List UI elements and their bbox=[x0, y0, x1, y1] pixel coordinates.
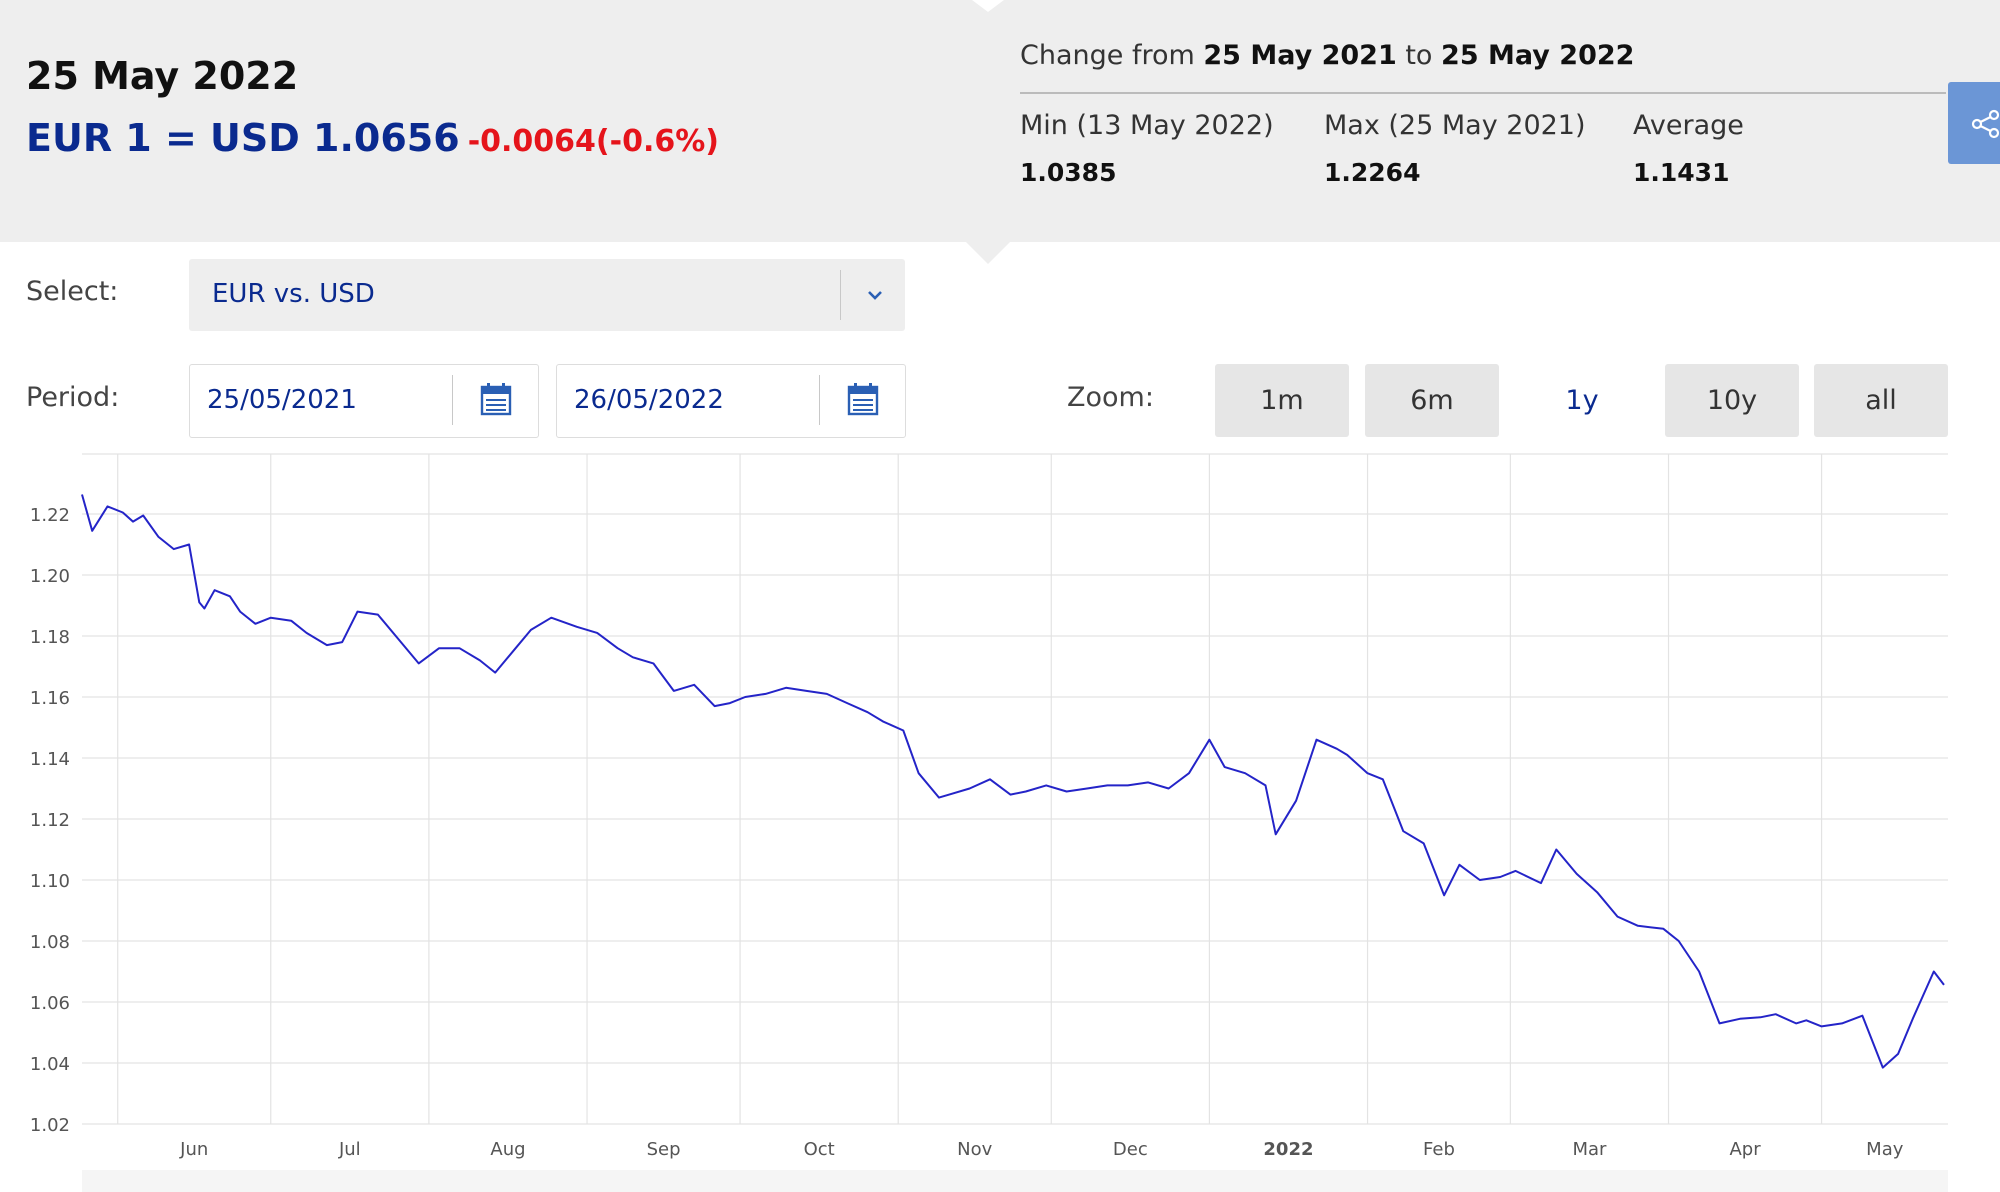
exchange-rate-chart: 1.22 1.20 1.18 1.16 1.14 1.12 1.10 1.08 1.06 1.04… bbox=[30, 453, 1948, 1160]
page-title: 25 May 2022 bbox=[26, 54, 299, 98]
change-prefix: Change from bbox=[1020, 40, 1204, 71]
date-from-value: 25/05/2021 bbox=[207, 385, 357, 415]
calendar-icon[interactable] bbox=[480, 382, 512, 416]
rate-change: -0.0064(-0.6%) bbox=[467, 124, 719, 159]
y-tick-label: 1.08 bbox=[30, 932, 70, 953]
zoom-1y-button[interactable]: 1y bbox=[1565, 385, 1599, 416]
share-button[interactable] bbox=[1948, 82, 2000, 164]
x-tick-label: Mar bbox=[1572, 1139, 1607, 1160]
average-label: Average bbox=[1633, 110, 1744, 141]
change-from-date: 25 May 2021 bbox=[1203, 40, 1397, 71]
date-from-divider bbox=[452, 375, 453, 425]
y-tick-label: 1.10 bbox=[30, 871, 70, 892]
change-to-date: 25 May 2022 bbox=[1441, 40, 1635, 71]
average-value: 1.1431 bbox=[1633, 158, 1730, 187]
x-tick-label: Oct bbox=[804, 1139, 835, 1160]
exchange-rate: EUR 1 = USD 1.0656 bbox=[26, 116, 460, 160]
x-tick-label: Jul bbox=[338, 1139, 361, 1160]
y-tick-label: 1.14 bbox=[30, 749, 70, 770]
x-tick-label: Sep bbox=[647, 1139, 681, 1160]
share-icon bbox=[1971, 109, 2000, 139]
x-tick-label: 2022 bbox=[1263, 1139, 1313, 1160]
y-tick-label: 1.22 bbox=[30, 505, 70, 526]
y-tick-label: 1.12 bbox=[30, 810, 70, 831]
calendar-icon[interactable] bbox=[847, 382, 879, 416]
zoom-all-button[interactable]: all bbox=[1814, 364, 1948, 437]
x-tick-label: Feb bbox=[1423, 1139, 1455, 1160]
zoom-label: Zoom: bbox=[1067, 382, 1154, 413]
x-tick-label: Apr bbox=[1729, 1139, 1761, 1160]
divider bbox=[1020, 92, 1946, 94]
header-notch-top bbox=[972, 0, 1004, 12]
date-to-value: 26/05/2022 bbox=[574, 385, 724, 415]
select-label: Select: bbox=[26, 276, 119, 307]
x-tick-label: May bbox=[1866, 1139, 1904, 1160]
series-line bbox=[81, 494, 1945, 1069]
change-to-word: to bbox=[1396, 40, 1442, 71]
max-label: Max (25 May 2021) bbox=[1324, 110, 1586, 141]
date-to-divider bbox=[819, 375, 820, 425]
y-tick-label: 1.06 bbox=[30, 993, 70, 1014]
x-tick-label: Aug bbox=[490, 1139, 525, 1160]
y-tick-label: 1.18 bbox=[30, 627, 70, 648]
zoom-6m-button[interactable]: 6m bbox=[1365, 364, 1499, 437]
zoom-10y-button[interactable]: 10y bbox=[1665, 364, 1799, 437]
y-tick-label: 1.16 bbox=[30, 688, 70, 709]
chevron-down-icon[interactable] bbox=[866, 281, 884, 311]
date-to-field[interactable]: 26/05/2022 bbox=[556, 364, 906, 438]
chart-navigator[interactable] bbox=[82, 1170, 1948, 1192]
x-tick-label: Jun bbox=[179, 1139, 208, 1160]
change-period: Change from 25 May 2021 to 25 May 2022 bbox=[1020, 40, 1634, 71]
y-tick-label: 1.04 bbox=[30, 1054, 70, 1075]
date-from-field[interactable]: 25/05/2021 bbox=[189, 364, 539, 438]
currency-select[interactable]: EUR vs. USD bbox=[189, 259, 905, 331]
summary-header: 25 May 2022 EUR 1 = USD 1.0656 -0.0064(-0… bbox=[0, 0, 2000, 242]
y-tick-label: 1.02 bbox=[30, 1115, 70, 1136]
x-tick-label: Nov bbox=[957, 1139, 992, 1160]
rate-line: EUR 1 = USD 1.0656 -0.0064(-0.6%) bbox=[26, 116, 719, 160]
min-label: Min (13 May 2022) bbox=[1020, 110, 1274, 141]
x-tick-label: Dec bbox=[1113, 1139, 1148, 1160]
zoom-1m-button[interactable]: 1m bbox=[1215, 364, 1349, 437]
period-label: Period: bbox=[26, 382, 120, 413]
header-notch-bottom bbox=[966, 242, 1010, 264]
y-tick-label: 1.20 bbox=[30, 566, 70, 587]
currency-select-value: EUR vs. USD bbox=[212, 279, 375, 309]
max-value: 1.2264 bbox=[1324, 158, 1421, 187]
select-divider bbox=[840, 270, 841, 320]
min-value: 1.0385 bbox=[1020, 158, 1117, 187]
